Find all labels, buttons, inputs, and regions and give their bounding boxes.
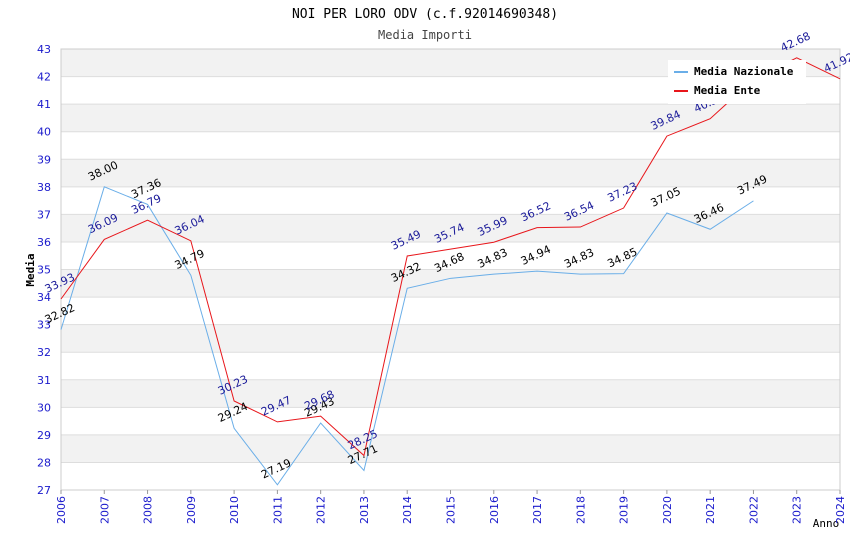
x-tick-label: 2024 (834, 496, 847, 524)
x-tick-label: 2021 (704, 496, 717, 524)
x-tick-label: 2019 (618, 496, 631, 524)
legend-box (668, 60, 806, 104)
grid-band (61, 379, 840, 408)
x-tick-label: 2007 (98, 496, 111, 524)
y-axis-ticks: 27 28 29 30 31 32 33 34 35 36 37 38 39 40 41 42 43 (37, 43, 51, 497)
data-label: 32.82 (43, 301, 77, 326)
data-label: 34.85 (605, 245, 639, 270)
data-label: 34.79 (173, 247, 207, 272)
x-tick-label: 2023 (791, 496, 804, 524)
grid-band (61, 159, 840, 187)
x-tick-label: 2016 (488, 496, 501, 524)
y-tick-label: 33 (37, 319, 51, 332)
x-tick-label: 2015 (445, 496, 458, 524)
y-tick-label: 36 (37, 236, 51, 249)
legend: Media Nazionale Media Ente (668, 60, 806, 104)
y-tick-label: 39 (37, 153, 51, 166)
y-tick-label: 31 (37, 374, 51, 387)
series-line-media-ente (60, 57, 841, 457)
x-tick-label: 2006 (55, 496, 68, 524)
x-tick-label: 2011 (271, 496, 284, 524)
data-label: 34.94 (519, 243, 553, 268)
x-tick-label: 2009 (185, 496, 198, 524)
x-tick-label: 2020 (661, 496, 674, 524)
legend-label-media-nazionale: Media Nazionale (694, 65, 794, 78)
x-tick-label: 2012 (315, 496, 328, 524)
y-tick-label: 42 (37, 71, 51, 84)
y-tick-label: 27 (37, 484, 51, 497)
x-tick-label: 2010 (228, 496, 241, 524)
y-tick-label: 28 (37, 456, 51, 469)
legend-label-media-ente: Media Ente (694, 84, 761, 97)
y-axis-title: Media (24, 253, 37, 286)
y-tick-label: 41 (37, 98, 51, 111)
y-tick-label: 34 (37, 291, 51, 304)
y-tick-label: 38 (37, 181, 51, 194)
data-label: 34.83 (476, 246, 510, 271)
data-label: 34.83 (562, 246, 596, 271)
grid-bands (61, 49, 840, 463)
y-tick-label: 40 (37, 126, 51, 139)
series-lines (60, 57, 841, 486)
y-tick-label: 32 (37, 346, 51, 359)
data-label: 37.05 (649, 185, 683, 210)
y-tick-label: 37 (37, 208, 51, 221)
x-tick-label: 2017 (531, 496, 544, 524)
grid-band (61, 269, 840, 298)
x-tick-label: 2014 (401, 496, 414, 524)
x-tick-label: 2018 (574, 496, 587, 524)
x-tick-label: 2013 (358, 496, 371, 524)
chart-title: NOI PER LORO ODV (c.f.92014690348) (292, 7, 558, 22)
x-axis-title: Anno (813, 517, 840, 530)
x-axis-ticks: 2006 2007 2008 2009 2010 2011 2012 2013 2014 2015… (55, 490, 847, 524)
grid-band (61, 214, 840, 242)
chart-subtitle: Media Importi (378, 28, 472, 42)
y-tick-label: 30 (37, 401, 51, 414)
y-tick-label: 29 (37, 429, 51, 442)
x-tick-label: 2022 (747, 496, 760, 524)
grid-band (61, 434, 840, 463)
y-tick-label: 35 (37, 264, 51, 277)
grid-band (61, 104, 840, 132)
series-line-media-nazionale (60, 186, 754, 486)
x-tick-label: 2008 (142, 496, 155, 524)
y-tick-label: 43 (37, 43, 51, 56)
grid-band (61, 324, 840, 353)
